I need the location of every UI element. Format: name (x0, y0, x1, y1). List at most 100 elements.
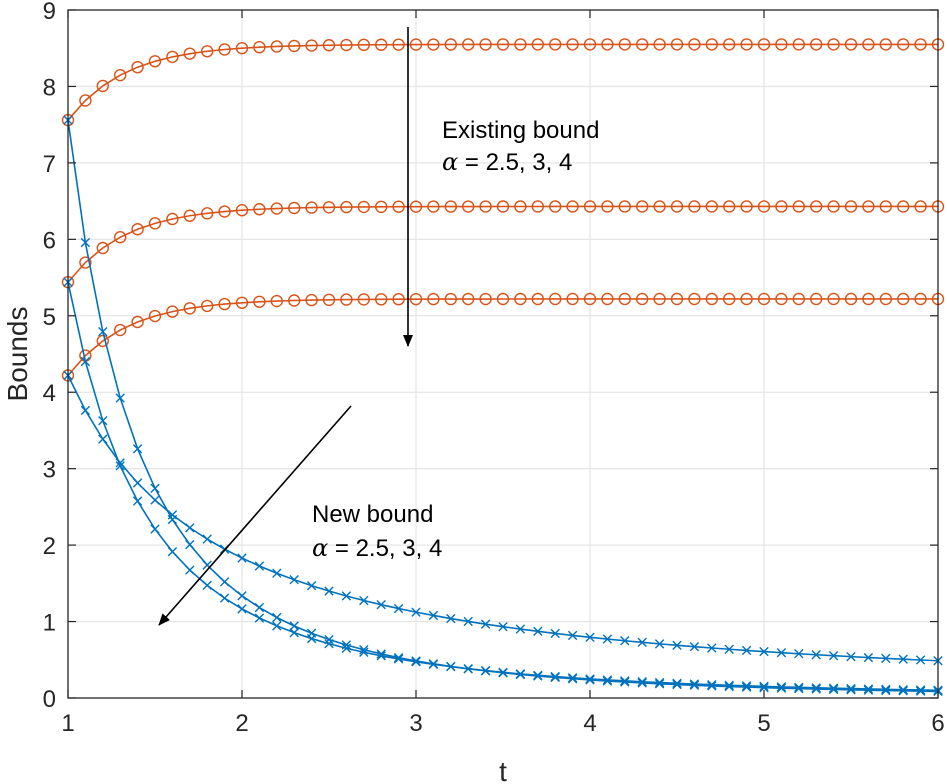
new-bound-point (254, 613, 265, 623)
new-bound-point (654, 679, 665, 689)
new-bound-point (776, 683, 787, 693)
existing-bound-point (357, 200, 370, 214)
new-bound-point (289, 627, 299, 638)
existing-bound-point (705, 38, 718, 51)
existing-bound-point (479, 200, 492, 213)
existing-bound-point (322, 39, 336, 52)
new-bound-point (759, 681, 769, 692)
existing-bound-point (775, 200, 788, 213)
existing-bound-label: Existing bound (442, 117, 599, 144)
existing-bound-point (375, 293, 388, 306)
existing-bound-point (444, 292, 457, 306)
existing-bound-point (549, 292, 562, 306)
existing-bound-point (218, 205, 231, 218)
series-layer (61, 38, 945, 697)
existing-bound-point (427, 200, 440, 213)
new-bound-point (863, 685, 874, 695)
new-bound-point (828, 651, 839, 661)
new-bound-point (446, 613, 456, 624)
new-bound-point (167, 546, 178, 557)
existing-bound-point (723, 200, 736, 213)
new-bound-point (150, 483, 160, 493)
new-bound-point (672, 640, 682, 651)
existing-bound-point (340, 200, 353, 214)
existing-bound-point (670, 38, 684, 51)
existing-bound-point (897, 200, 910, 213)
new-bound-point (219, 593, 230, 603)
existing-bound-point (531, 200, 544, 213)
existing-bound-point (844, 200, 858, 213)
existing-bound-point (757, 200, 771, 213)
new-bound-point (185, 565, 195, 575)
existing-bound-point (862, 200, 875, 213)
existing-bound-point (827, 292, 840, 306)
new-bound-point (237, 553, 247, 563)
new-bound-point (115, 461, 125, 471)
existing-bound-point (583, 200, 597, 213)
new-bound-point (272, 612, 282, 623)
new-bound-point (863, 684, 874, 694)
existing-bound-point (601, 38, 614, 51)
new-bound-point (741, 645, 752, 656)
new-bound-arrow (158, 405, 352, 626)
new-bound-point (898, 686, 908, 696)
existing-bound-point (636, 292, 649, 306)
existing-bound-point (670, 200, 684, 213)
new-bound-point (324, 639, 334, 649)
new-bound-point (915, 655, 926, 665)
plot-area (68, 10, 938, 698)
existing-bound-point (392, 200, 405, 213)
new-bound-alpha-label: α = 2.5, 3, 4 (312, 534, 442, 562)
new-bound-point (585, 632, 595, 642)
existing-bound-point (792, 292, 805, 306)
existing-bound-point (496, 38, 510, 51)
existing-bound-point (688, 200, 701, 213)
x-tick-label: 4 (583, 710, 596, 737)
existing-bound-point (200, 299, 214, 313)
existing-bound-point (618, 292, 631, 306)
new-bound-point (637, 678, 647, 688)
new-bound-point (480, 665, 491, 676)
existing-bound-point (357, 38, 370, 52)
new-bound-point (185, 539, 195, 550)
existing-bound-point (148, 309, 162, 323)
new-bound-point (689, 679, 700, 689)
new-bound-point (272, 568, 282, 578)
new-bound-point (567, 673, 578, 683)
new-bound-point (132, 444, 143, 454)
new-bound-point (150, 495, 160, 505)
existing-bound-point (723, 292, 736, 306)
existing-bound-point (879, 38, 892, 51)
new-bound-point (707, 679, 717, 690)
existing-bound-point (897, 292, 910, 306)
existing-bound-point (131, 315, 144, 329)
existing-bound-point (131, 223, 144, 236)
new-bound-point (846, 683, 856, 694)
existing-bound-point (775, 38, 788, 51)
existing-bound-point (514, 200, 527, 213)
existing-bound-point (705, 200, 718, 213)
existing-bound-point (305, 201, 318, 214)
x-tick-label: 3 (409, 710, 422, 737)
existing-bound-point (496, 292, 510, 306)
new-bound-point (463, 664, 473, 674)
existing-bound-point (96, 334, 110, 348)
new-bound-point (515, 669, 526, 679)
existing-bound-point (601, 200, 614, 213)
new-bound-point (533, 670, 543, 680)
new-bound-point (550, 671, 560, 682)
y-tick-label: 8 (43, 74, 56, 101)
existing-bound-point (79, 94, 92, 107)
existing-bound-alpha-label: α = 2.5, 3, 4 (442, 148, 572, 176)
existing-bound-point (496, 200, 510, 213)
existing-bound-point (670, 292, 684, 306)
new-bound-point (341, 643, 352, 653)
new-bound-point (707, 681, 717, 691)
new-bound-point (237, 604, 247, 614)
existing-bound-point (375, 38, 388, 51)
existing-bound-point (253, 203, 266, 216)
existing-bound-point (113, 231, 127, 244)
existing-bound-point (723, 38, 736, 51)
new-bound-point (498, 667, 508, 677)
new-bound-point (202, 534, 212, 544)
